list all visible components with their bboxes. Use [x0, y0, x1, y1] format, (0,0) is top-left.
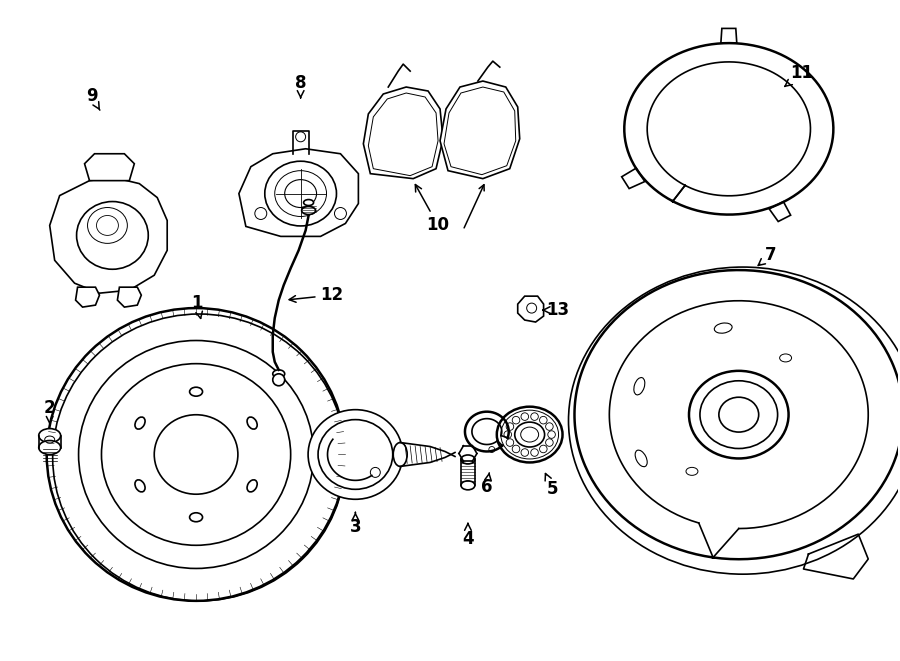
Circle shape [489, 447, 495, 453]
Circle shape [506, 423, 514, 430]
Ellipse shape [39, 428, 60, 442]
Ellipse shape [497, 407, 562, 463]
Ellipse shape [302, 206, 316, 214]
Ellipse shape [700, 381, 778, 449]
Ellipse shape [521, 427, 538, 442]
Text: 7: 7 [758, 247, 777, 266]
Ellipse shape [308, 410, 402, 499]
Ellipse shape [284, 180, 317, 208]
Circle shape [512, 445, 520, 453]
Ellipse shape [393, 442, 407, 467]
Polygon shape [518, 296, 544, 322]
Circle shape [531, 413, 538, 420]
Ellipse shape [689, 371, 788, 459]
Polygon shape [368, 93, 438, 176]
Polygon shape [444, 87, 516, 175]
Polygon shape [117, 287, 141, 307]
Circle shape [512, 416, 520, 424]
Ellipse shape [635, 450, 647, 467]
Ellipse shape [190, 387, 203, 396]
Circle shape [273, 374, 284, 386]
Polygon shape [50, 178, 167, 293]
Ellipse shape [318, 420, 392, 489]
Polygon shape [364, 87, 443, 178]
Text: 12: 12 [289, 286, 344, 304]
Polygon shape [770, 202, 790, 221]
Ellipse shape [715, 323, 732, 333]
Text: 6: 6 [482, 473, 492, 496]
Circle shape [531, 449, 538, 456]
Text: 3: 3 [349, 512, 361, 536]
Ellipse shape [273, 370, 284, 378]
Circle shape [370, 467, 381, 477]
Ellipse shape [265, 161, 337, 226]
Ellipse shape [500, 410, 559, 459]
Text: 13: 13 [543, 301, 569, 319]
Circle shape [545, 423, 554, 430]
Ellipse shape [78, 340, 313, 568]
Circle shape [539, 445, 547, 453]
Ellipse shape [779, 354, 792, 362]
Ellipse shape [190, 513, 203, 522]
Ellipse shape [135, 480, 145, 492]
Ellipse shape [248, 480, 257, 492]
Circle shape [504, 431, 511, 438]
Ellipse shape [461, 455, 475, 464]
Polygon shape [440, 81, 519, 178]
Ellipse shape [461, 481, 475, 490]
Ellipse shape [515, 422, 544, 447]
Ellipse shape [102, 364, 291, 545]
Circle shape [548, 431, 555, 438]
Text: 8: 8 [295, 74, 306, 98]
Text: 5: 5 [545, 473, 558, 498]
Polygon shape [238, 149, 358, 237]
Circle shape [545, 439, 554, 446]
Circle shape [526, 303, 536, 313]
Ellipse shape [76, 202, 148, 269]
Polygon shape [76, 287, 100, 307]
Circle shape [255, 208, 266, 219]
Circle shape [296, 132, 306, 142]
Text: 11: 11 [785, 64, 813, 87]
Ellipse shape [719, 397, 759, 432]
Text: 2: 2 [44, 399, 56, 423]
Text: 4: 4 [462, 524, 473, 548]
Ellipse shape [686, 467, 698, 475]
Ellipse shape [154, 414, 238, 494]
Text: 9: 9 [86, 87, 100, 110]
Ellipse shape [634, 377, 644, 395]
Circle shape [521, 449, 528, 456]
Circle shape [539, 416, 547, 424]
Text: 10: 10 [415, 184, 450, 235]
Circle shape [335, 208, 346, 219]
Ellipse shape [39, 440, 60, 455]
Ellipse shape [135, 417, 145, 429]
Polygon shape [721, 28, 737, 43]
Polygon shape [622, 168, 644, 188]
Polygon shape [85, 154, 134, 180]
Ellipse shape [248, 417, 257, 429]
Circle shape [506, 439, 514, 446]
Text: 1: 1 [192, 294, 202, 319]
Circle shape [521, 413, 528, 420]
Ellipse shape [303, 200, 313, 206]
